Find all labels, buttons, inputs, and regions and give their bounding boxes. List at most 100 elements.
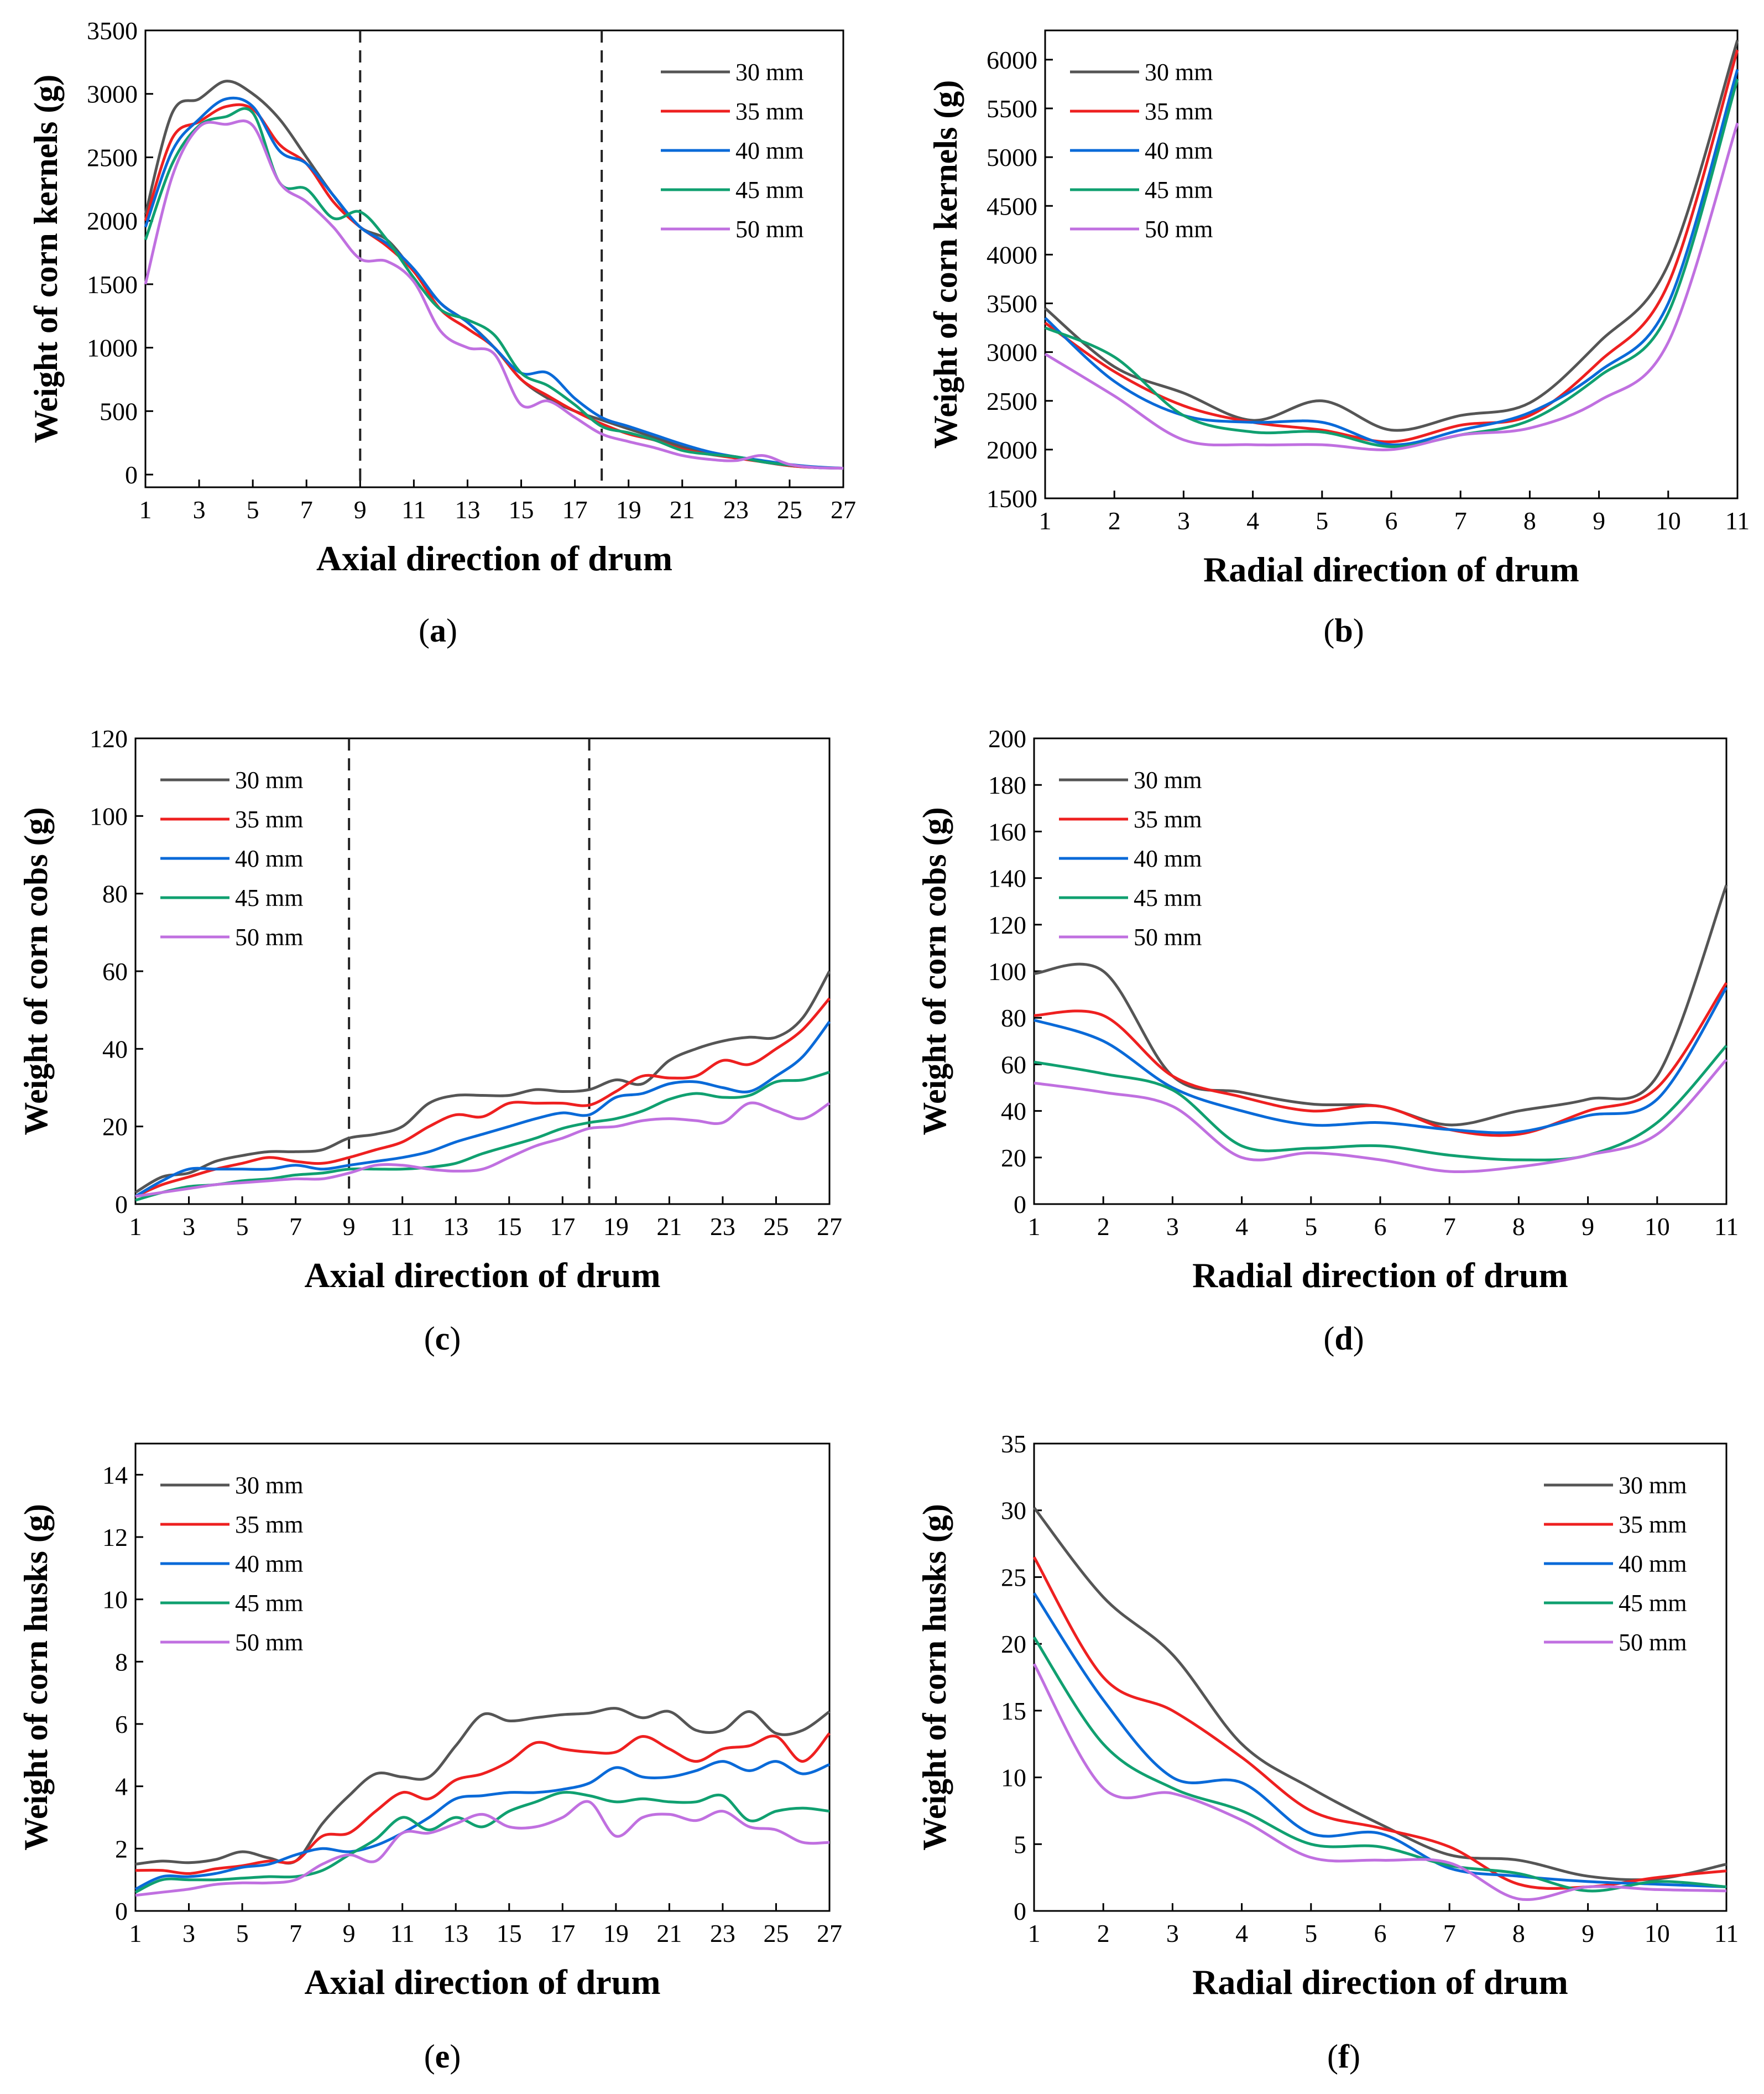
legend-label: 30 mm — [1134, 767, 1202, 794]
y-tick-label: 120 — [988, 911, 1026, 939]
y-axis-label: Weight of corn cobs (g) — [18, 807, 54, 1135]
series-line-50-mm — [135, 1101, 831, 1198]
y-tick-label: 3000 — [987, 338, 1037, 367]
y-tick-label: 6000 — [987, 46, 1037, 74]
series-line-45-mm — [144, 107, 844, 470]
x-tick-label: 7 — [289, 1212, 302, 1241]
y-tick-label: 2000 — [87, 207, 138, 235]
legend-label: 40 mm — [735, 137, 803, 164]
x-tick-label: 25 — [763, 1212, 789, 1241]
legend-label: 30 mm — [235, 767, 303, 794]
x-tick-label: 4 — [1246, 507, 1259, 535]
caption-letter: f — [1338, 2038, 1350, 2075]
legend-label: 40 mm — [1619, 1550, 1687, 1577]
x-tick-label: 5 — [247, 496, 259, 524]
x-tick-label: 7 — [1443, 1919, 1456, 1947]
legend-label: 40 mm — [235, 1550, 303, 1577]
x-tick-label: 3 — [182, 1212, 195, 1241]
caption-open-paren: ( — [1327, 2038, 1338, 2075]
x-tick-label: 10 — [1645, 1919, 1670, 1947]
y-tick-label: 60 — [102, 957, 128, 986]
series-line-30-mm — [1034, 884, 1728, 1127]
y-tick-label: 3500 — [987, 290, 1037, 318]
x-tick-label: 6 — [1374, 1919, 1387, 1947]
x-tick-label: 7 — [1454, 507, 1467, 535]
y-tick-label: 1500 — [987, 485, 1037, 513]
legend-label: 30 mm — [735, 59, 803, 86]
caption-open-paren: ( — [1323, 1320, 1334, 1357]
y-tick-label: 25 — [1001, 1563, 1026, 1591]
legend-label: 50 mm — [1619, 1629, 1687, 1656]
x-tick-label: 2 — [1097, 1212, 1110, 1241]
y-tick-label: 0 — [125, 461, 138, 489]
y-tick-label: 4500 — [987, 192, 1037, 220]
series-line-35-mm — [1044, 49, 1739, 444]
legend-label: 40 mm — [1145, 137, 1213, 164]
caption-close-paren: ) — [1353, 612, 1364, 649]
x-tick-label: 9 — [343, 1212, 356, 1241]
x-tick-label: 9 — [1582, 1919, 1594, 1947]
series-line-30-mm — [135, 1707, 831, 1866]
x-tick-label: 13 — [455, 496, 480, 524]
legend-label: 45 mm — [735, 176, 803, 204]
x-tick-label: 8 — [1512, 1212, 1525, 1241]
y-tick-label: 5500 — [987, 95, 1037, 123]
y-tick-label: 12 — [102, 1523, 128, 1551]
y-tick-label: 0 — [1014, 1897, 1026, 1925]
legend-label: 50 mm — [235, 924, 303, 951]
x-axis-label: Axial direction of drum — [304, 1256, 660, 1295]
y-tick-label: 100 — [90, 802, 128, 830]
x-tick-label: 2 — [1097, 1919, 1110, 1947]
y-tick-label: 80 — [1001, 1004, 1026, 1032]
x-tick-label: 17 — [550, 1212, 575, 1241]
x-tick-label: 5 — [1304, 1919, 1317, 1947]
y-tick-label: 40 — [102, 1035, 128, 1063]
x-tick-label: 15 — [497, 1919, 522, 1947]
y-tick-label: 8 — [115, 1648, 128, 1676]
chart-panel-b: 1 2 3 4 5 6 7 8 9 10 11 1500 2000 2500 3000 3500 4000 450… — [927, 29, 1750, 649]
x-tick-label: 3 — [1166, 1212, 1179, 1241]
y-tick-label: 10 — [1001, 1764, 1026, 1792]
series-line-30-mm — [134, 970, 831, 1194]
x-tick-label: 1 — [139, 496, 152, 524]
y-tick-label: 4 — [115, 1773, 128, 1801]
x-axis-label: Radial direction of drum — [1192, 1962, 1568, 2002]
x-tick-label: 13 — [443, 1212, 468, 1241]
x-tick-label: 15 — [497, 1212, 522, 1241]
legend-label: 35 mm — [235, 1511, 303, 1538]
y-tick-label: 10 — [102, 1586, 128, 1614]
x-tick-label: 4 — [1235, 1919, 1248, 1947]
x-tick-label: 27 — [817, 1212, 842, 1241]
caption-letter: c — [435, 1320, 450, 1357]
legend-label: 50 mm — [1145, 216, 1213, 243]
y-tick-label: 20 — [1001, 1630, 1026, 1658]
y-tick-label: 0 — [115, 1897, 128, 1925]
legend-label: 50 mm — [1134, 924, 1202, 951]
panel-caption: (a) — [419, 612, 457, 649]
y-tick-label: 1500 — [87, 270, 138, 299]
legend-label: 45 mm — [1134, 884, 1202, 911]
y-tick-label: 35 — [1001, 1430, 1026, 1458]
legend-label: 50 mm — [235, 1629, 303, 1656]
series-line-45-mm — [135, 1071, 830, 1202]
legend-label: 35 mm — [1134, 806, 1202, 833]
x-tick-label: 17 — [562, 496, 588, 524]
series-line-40-mm — [1044, 69, 1739, 446]
x-tick-label: 11 — [390, 1212, 415, 1241]
y-tick-label: 14 — [102, 1461, 128, 1489]
x-tick-label: 23 — [710, 1212, 735, 1241]
x-tick-label: 3 — [1166, 1919, 1179, 1947]
caption-close-paren: ) — [450, 1320, 461, 1357]
y-tick-label: 2500 — [987, 387, 1037, 415]
x-tick-label: 5 — [1304, 1212, 1317, 1241]
x-axis-label: Radial direction of drum — [1203, 550, 1579, 589]
caption-close-paren: ) — [1349, 2038, 1360, 2075]
caption-close-paren: ) — [1353, 1320, 1364, 1357]
series-line-50-mm — [1034, 1059, 1728, 1174]
caption-close-paren: ) — [446, 612, 457, 649]
series-line-50-mm — [1032, 1663, 1727, 1901]
x-tick-label: 1 — [1028, 1212, 1041, 1241]
y-tick-label: 3000 — [87, 80, 138, 108]
y-tick-label: 5 — [1014, 1830, 1026, 1858]
